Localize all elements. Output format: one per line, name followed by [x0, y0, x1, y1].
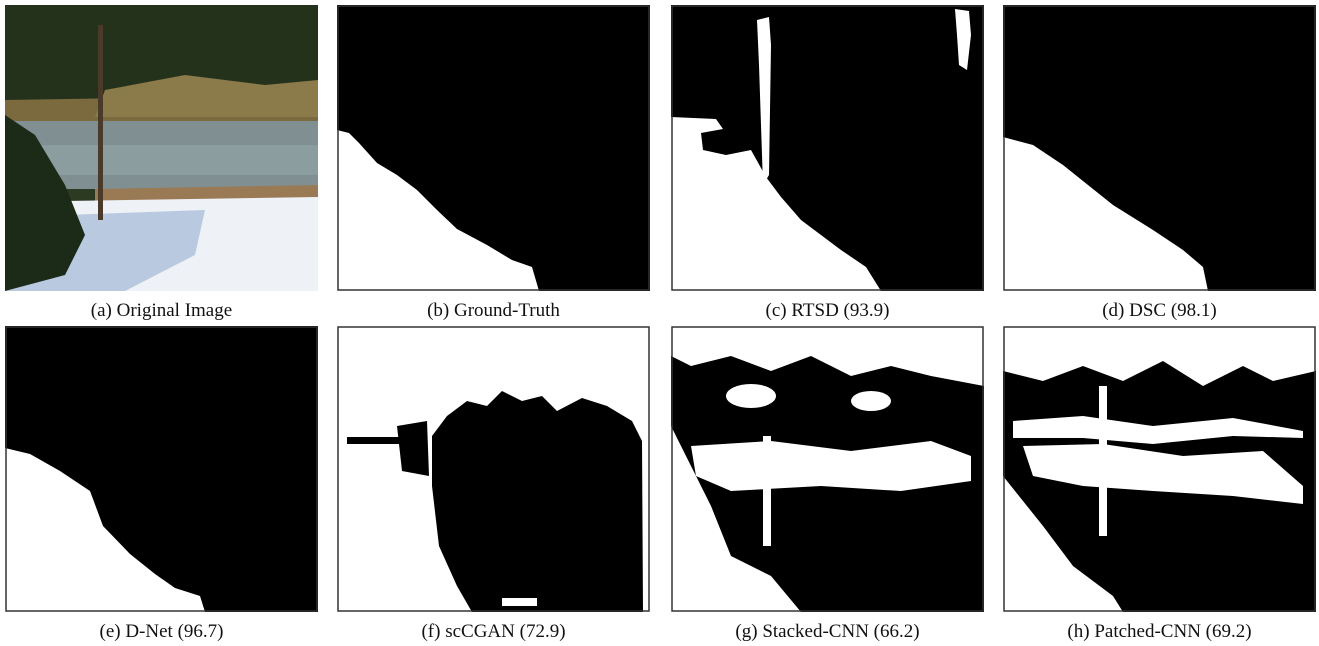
image-region	[726, 384, 776, 408]
image-region	[1099, 386, 1107, 536]
caption: (e) D-Net (96.7)	[5, 621, 318, 643]
caption: (c) RTSD (93.9)	[671, 300, 984, 322]
figure: (a) Original Image (b) Ground-Truth (c) …	[0, 0, 1319, 646]
ground-truth-mask	[337, 5, 650, 291]
sccgan-mask	[337, 326, 650, 612]
image-region	[691, 441, 971, 491]
panel: (h) Patched-CNN (69.2)	[1003, 326, 1316, 643]
image-region	[502, 598, 537, 606]
caption: (g) Stacked-CNN (66.2)	[671, 621, 984, 643]
panel: (c) RTSD (93.9)	[671, 5, 984, 322]
caption: (b) Ground-Truth	[337, 300, 650, 322]
panel: (b) Ground-Truth	[337, 5, 650, 322]
caption: (f) scCGAN (72.9)	[337, 621, 650, 643]
panel: (d) DSC (98.1)	[1003, 5, 1316, 322]
panel: (e) D-Net (96.7)	[5, 326, 318, 643]
panel: (g) Stacked-CNN (66.2)	[671, 326, 984, 643]
image-region	[98, 25, 103, 220]
patched-cnn-mask	[1003, 326, 1316, 612]
image-region	[432, 391, 643, 612]
image-region	[851, 391, 891, 411]
image-region	[397, 421, 429, 476]
original-image	[5, 5, 318, 291]
caption: (d) DSC (98.1)	[1003, 300, 1316, 322]
dnet-mask	[5, 326, 318, 612]
image-region	[763, 436, 771, 546]
caption: (a) Original Image	[5, 300, 318, 322]
stacked-cnn-mask	[671, 326, 984, 612]
caption: (h) Patched-CNN (69.2)	[1003, 621, 1316, 643]
panel: (f) scCGAN (72.9)	[337, 326, 650, 643]
dsc-mask	[1003, 5, 1316, 291]
rtsd-mask	[671, 5, 984, 291]
panel: (a) Original Image	[5, 5, 318, 322]
